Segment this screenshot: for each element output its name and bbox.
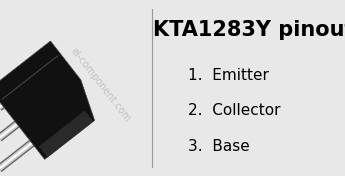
Text: 1.  Emitter: 1. Emitter	[188, 68, 269, 83]
Text: KTA1283Y pinout: KTA1283Y pinout	[153, 20, 345, 40]
Polygon shape	[39, 111, 93, 157]
Polygon shape	[0, 41, 95, 159]
Text: 3.  Base: 3. Base	[188, 139, 250, 154]
Text: 2.  Collector: 2. Collector	[188, 103, 280, 118]
Text: el-component.com: el-component.com	[68, 45, 132, 124]
